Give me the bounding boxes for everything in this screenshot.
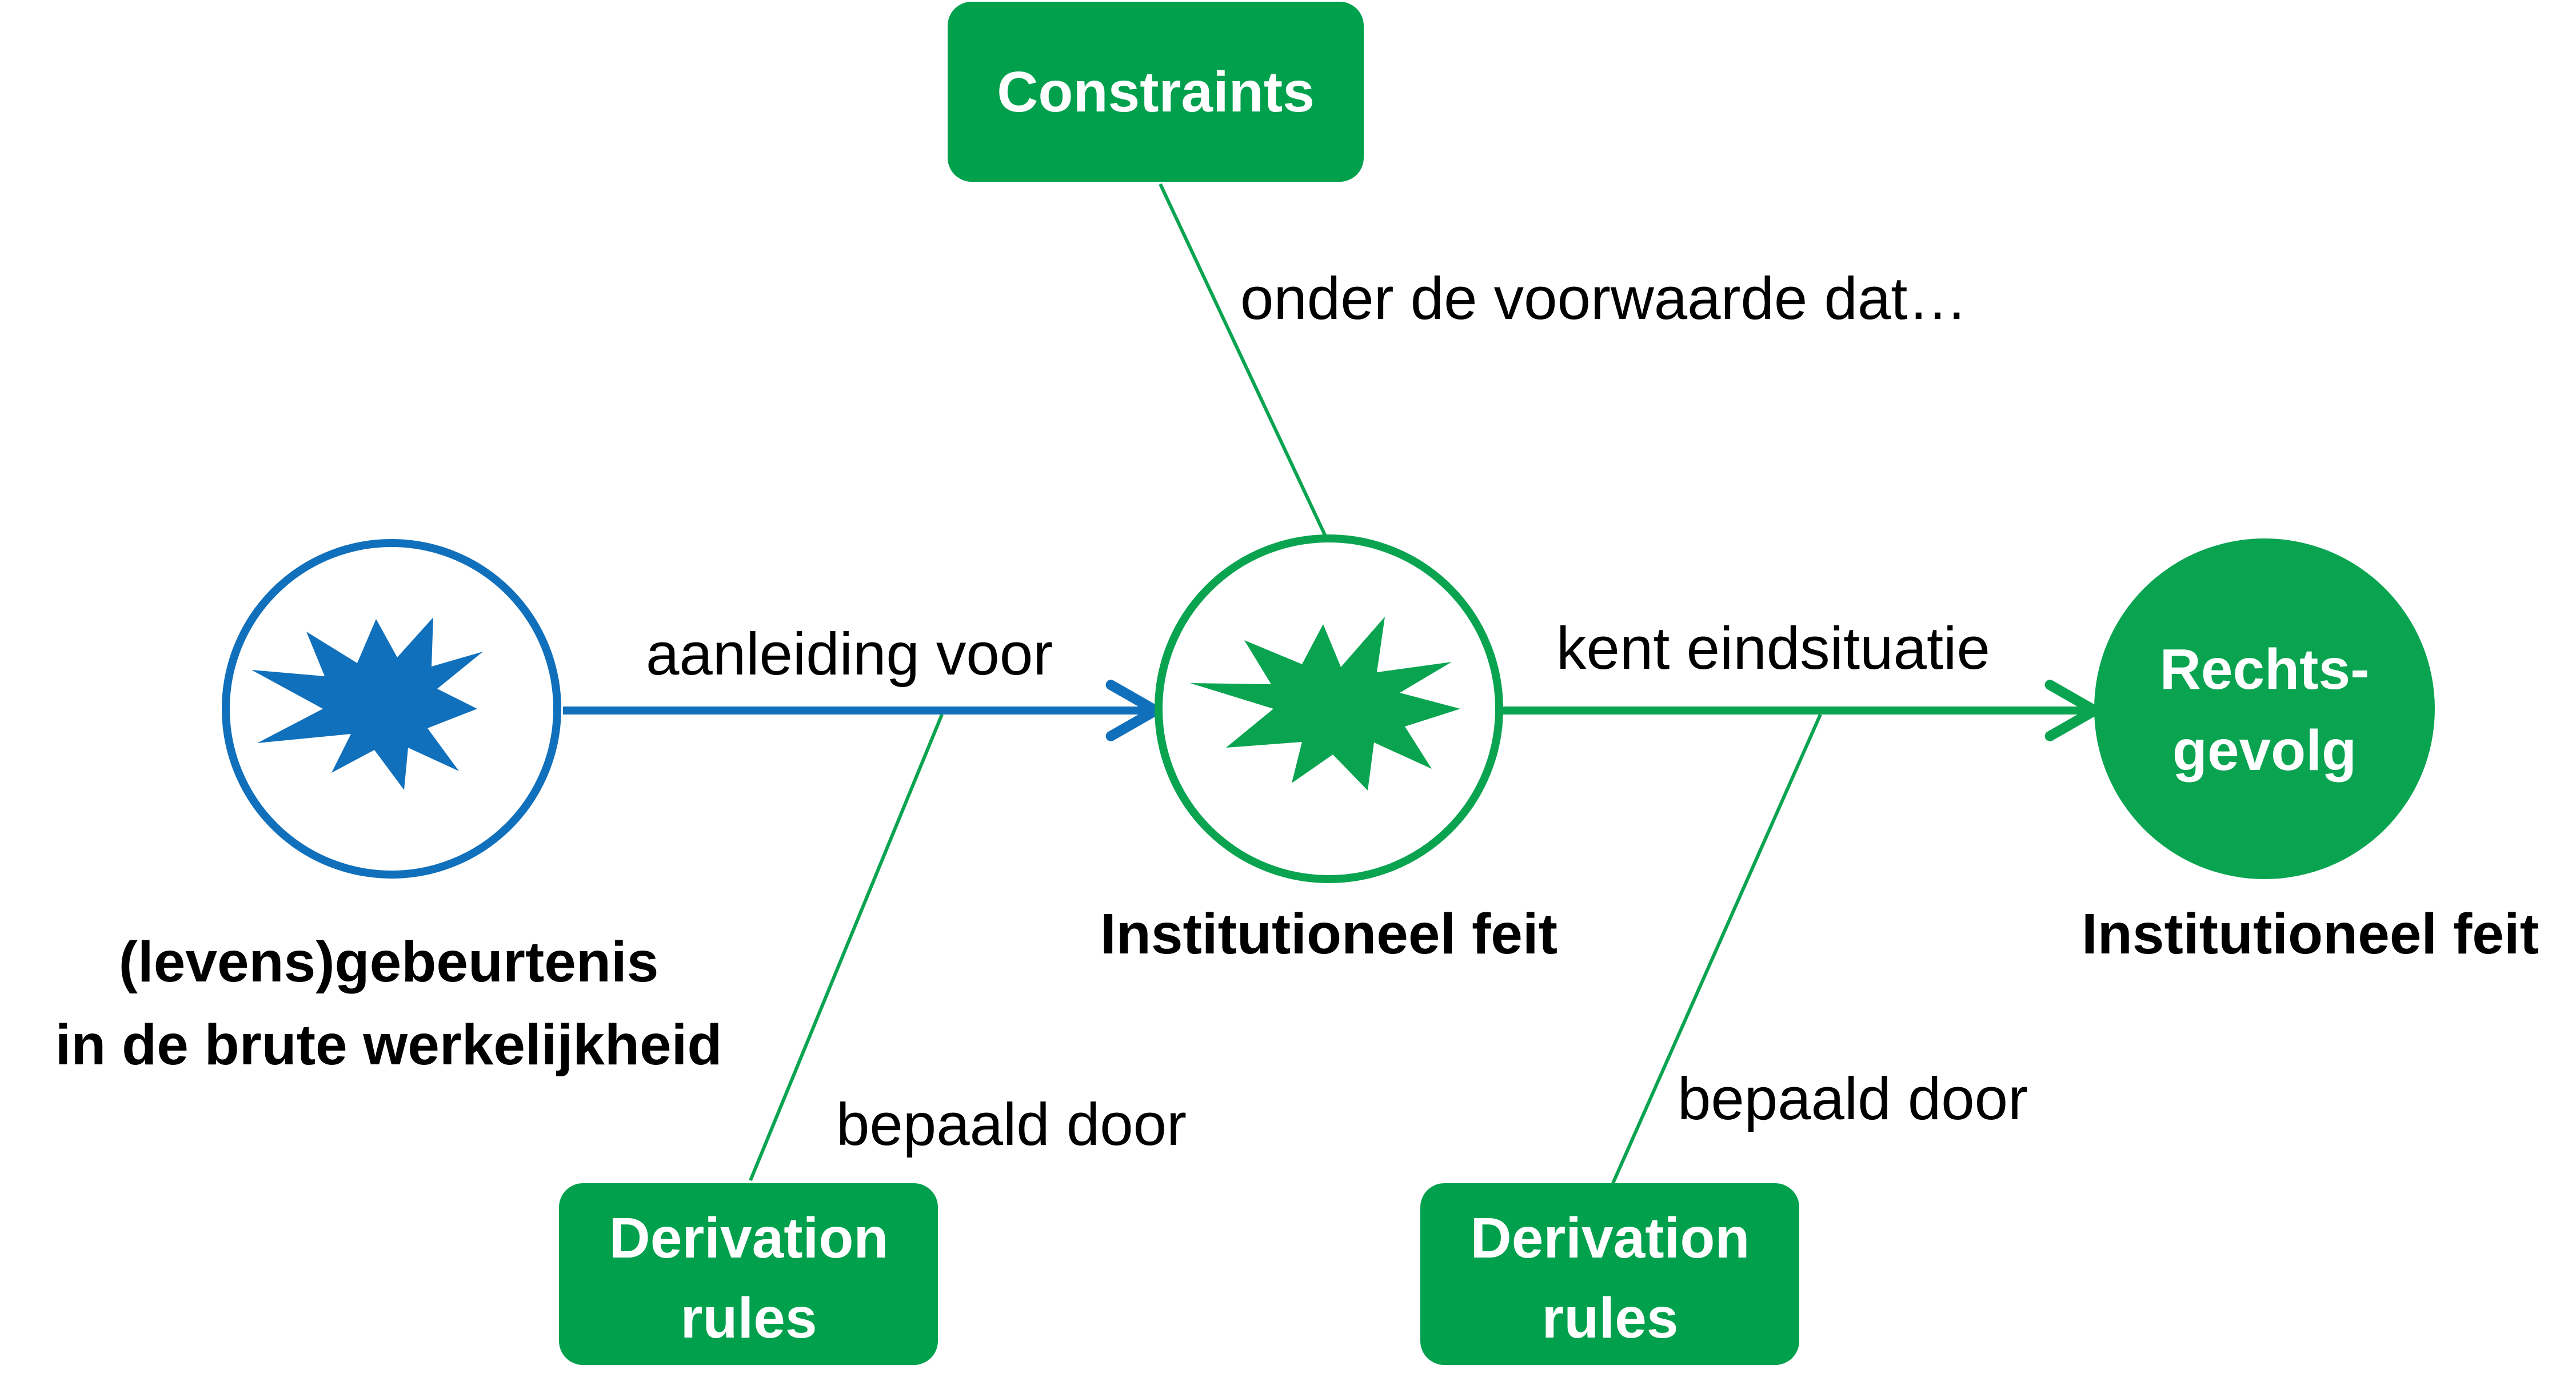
derivation-left-line2: rules: [680, 1286, 817, 1350]
constraints-box: [948, 2, 1364, 182]
constraints-label: Constraints: [997, 60, 1315, 124]
connector-derivation-left: [749, 713, 944, 1182]
legal-consequence-node: [2094, 538, 2435, 879]
derivation-rules-box-right: [1420, 1183, 1799, 1365]
legal-consequence-line1: Rechts-: [2160, 637, 2370, 701]
annotation-voorwaarde: onder de voorwaarde dat…: [1240, 265, 1967, 332]
derivation-rules-box-left: [559, 1183, 938, 1365]
edge-label-aanleiding: aanleiding voor: [646, 621, 1053, 688]
explosion-icon: [251, 617, 483, 790]
derivation-right-line2: rules: [1541, 1286, 1678, 1350]
annotation-bepaald-right: bepaald door: [1678, 1065, 2028, 1132]
connector-derivation-right: [1611, 713, 1822, 1184]
caption-institutional-fact: Institutioneel feit: [1100, 902, 1557, 966]
connector-constraints: [1159, 183, 1328, 538]
caption-brute-event-line1: (levens)gebeurtenis: [119, 930, 659, 994]
caption-brute-event-line2: in de brute werkelijkheid: [55, 1013, 722, 1077]
annotation-bepaald-left: bepaald door: [836, 1091, 1187, 1158]
caption-legal-consequence: Institutioneel feit: [2082, 902, 2539, 966]
derivation-left-line1: Derivation: [609, 1206, 888, 1270]
edge-label-eindsituatie: kent eindsituatie: [1556, 615, 1990, 682]
explosion-icon: [1190, 617, 1460, 791]
legal-consequence-line2: gevolg: [2172, 719, 2357, 783]
derivation-right-line1: Derivation: [1470, 1206, 1750, 1270]
